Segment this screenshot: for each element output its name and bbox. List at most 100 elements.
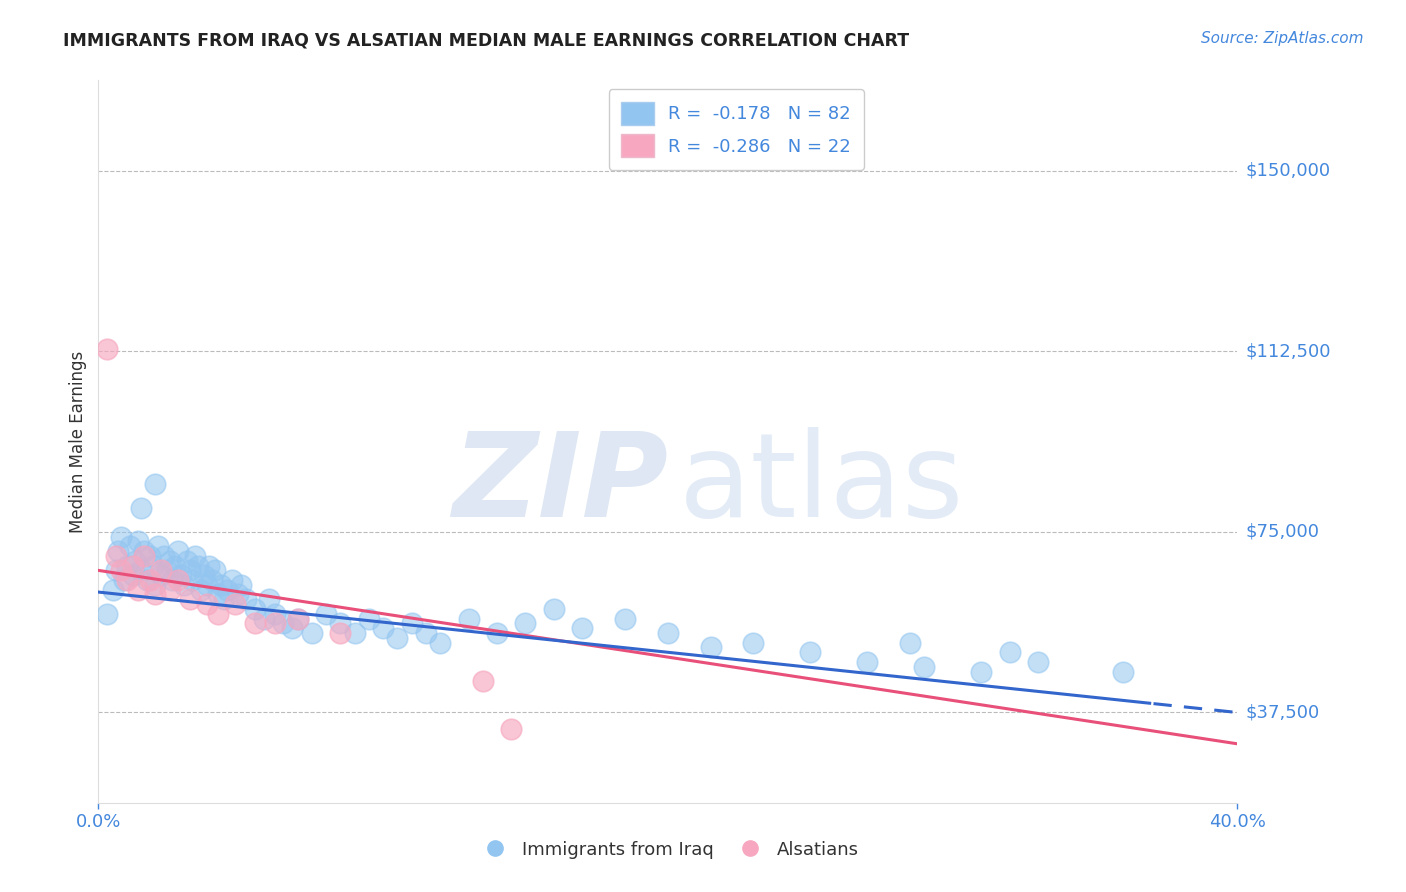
Point [101, 582, 124, 597]
Point [110, 530, 132, 544]
Point [235, 592, 257, 607]
Point [176, 554, 198, 568]
Point [264, 616, 287, 631]
Point [657, 626, 679, 640]
Point [501, 723, 523, 737]
Point [132, 544, 155, 558]
Text: $75,000: $75,000 [1246, 523, 1320, 541]
Point [135, 573, 157, 587]
Point [145, 587, 167, 601]
Point [226, 587, 249, 601]
Point [207, 587, 229, 601]
Point [187, 558, 209, 573]
Point [193, 568, 215, 582]
Point [1112, 665, 1135, 679]
Point [614, 611, 637, 625]
Point [243, 602, 266, 616]
Point [401, 616, 423, 631]
Point [429, 635, 451, 649]
Point [998, 645, 1021, 659]
Point [195, 578, 218, 592]
Point [204, 563, 226, 577]
Point [281, 621, 304, 635]
Point [970, 665, 993, 679]
Text: ZIP: ZIP [451, 427, 668, 542]
Point [273, 616, 295, 631]
Point [150, 568, 173, 582]
Point [107, 544, 129, 558]
Point [224, 597, 246, 611]
Text: atlas: atlas [679, 427, 965, 542]
Point [207, 607, 229, 621]
Point [190, 582, 212, 597]
Point [104, 549, 127, 563]
Point [170, 568, 193, 582]
Point [287, 611, 309, 625]
Point [138, 549, 160, 563]
Point [543, 602, 565, 616]
Point [343, 626, 366, 640]
Point [471, 674, 494, 689]
Point [243, 616, 266, 631]
Point [1026, 655, 1049, 669]
Point [129, 500, 152, 515]
Point [150, 563, 173, 577]
Point [165, 558, 187, 573]
Point [156, 563, 179, 577]
Point [167, 544, 190, 558]
Point [898, 635, 921, 649]
Point [201, 573, 224, 587]
Point [457, 611, 479, 625]
Point [159, 554, 181, 568]
Text: $37,500: $37,500 [1246, 704, 1320, 722]
Point [184, 549, 207, 563]
Point [212, 592, 235, 607]
Point [387, 631, 409, 645]
Point [287, 611, 309, 625]
Point [264, 607, 287, 621]
Point [179, 592, 201, 607]
Point [229, 578, 252, 592]
Text: $150,000: $150,000 [1246, 161, 1331, 179]
Point [127, 582, 149, 597]
Point [129, 563, 152, 577]
Point [127, 534, 149, 549]
Text: $112,500: $112,500 [1246, 343, 1331, 360]
Point [357, 611, 380, 625]
Point [162, 573, 184, 587]
Text: IMMIGRANTS FROM IRAQ VS ALSATIAN MEDIAN MALE EARNINGS CORRELATION CHART: IMMIGRANTS FROM IRAQ VS ALSATIAN MEDIAN … [63, 31, 910, 49]
Point [110, 563, 132, 577]
Point [209, 578, 232, 592]
Point [195, 597, 218, 611]
Point [856, 655, 879, 669]
Point [215, 582, 238, 597]
Point [115, 558, 138, 573]
Point [252, 611, 274, 625]
Y-axis label: Median Male Earnings: Median Male Earnings [69, 351, 87, 533]
Point [198, 558, 221, 573]
Point [742, 635, 765, 649]
Point [912, 659, 935, 673]
Point [179, 563, 201, 577]
Point [124, 554, 146, 568]
Point [121, 568, 143, 582]
Point [118, 539, 141, 553]
Point [221, 573, 243, 587]
Point [415, 626, 437, 640]
Legend: Immigrants from Iraq, Alsatians: Immigrants from Iraq, Alsatians [470, 834, 866, 866]
Point [159, 582, 181, 597]
Point [96, 607, 118, 621]
Point [515, 616, 537, 631]
Point [145, 476, 167, 491]
Point [121, 558, 143, 573]
Point [329, 626, 352, 640]
Point [571, 621, 593, 635]
Point [145, 578, 167, 592]
Point [153, 549, 176, 563]
Point [181, 573, 204, 587]
Point [173, 578, 195, 592]
Point [112, 573, 135, 587]
Point [104, 563, 127, 577]
Point [699, 640, 721, 655]
Point [329, 616, 352, 631]
